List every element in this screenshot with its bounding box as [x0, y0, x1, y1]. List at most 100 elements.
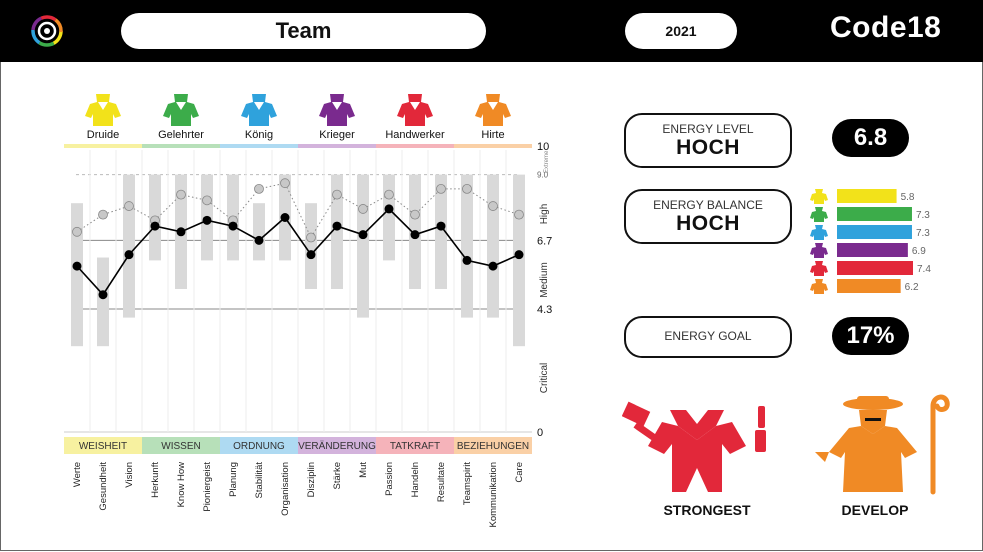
category-label: Vision	[124, 462, 135, 488]
energy-profile-chart: Druide WEISHEIT Gelehrter WISSEN König ORDNUN…	[64, 94, 552, 527]
range-bar	[487, 174, 499, 318]
range-bar	[461, 174, 473, 318]
balance-value-label: 7.4	[917, 264, 931, 275]
category-label: Pioniergeist	[202, 462, 213, 512]
category-label: Stabilität	[254, 462, 265, 499]
balance-druide-icon	[810, 189, 828, 204]
group-label: TATKRAFT	[390, 441, 440, 452]
range-bar	[97, 257, 109, 347]
energy-level-label: ENERGY LEVEL	[662, 122, 754, 136]
archetype-könig-icon	[241, 94, 277, 126]
energy-level-value: HOCH	[676, 136, 740, 159]
team-point	[72, 261, 82, 271]
archetype-hirte-icon	[475, 94, 511, 126]
range-bar	[305, 203, 317, 289]
range-bar	[357, 174, 369, 318]
category-label: Resultate	[436, 462, 447, 502]
energy-balance-label: ENERGY BALANCE	[653, 198, 763, 212]
y-tick-label: 0	[537, 427, 543, 439]
range-bar	[71, 203, 83, 347]
group-band	[142, 437, 220, 454]
range-bar	[253, 203, 265, 261]
team-point	[436, 221, 446, 231]
reference-point	[254, 183, 264, 194]
archetype-label: Krieger	[319, 129, 355, 141]
balance-value-label: 5.8	[901, 192, 915, 203]
team-point	[150, 221, 160, 231]
energy-balance-value: HOCH	[676, 212, 740, 235]
archetype-label: König	[245, 129, 273, 141]
team-point	[228, 221, 238, 231]
archetype-label: Handwerker	[385, 129, 445, 141]
group-label: BEZIEHUNGEN	[457, 441, 529, 452]
team-point	[98, 290, 108, 300]
range-bar	[383, 174, 395, 261]
archetype-druide-icon	[85, 94, 121, 126]
team-point	[410, 230, 420, 240]
archetype-gelehrter-icon	[163, 94, 199, 126]
energy-level-box: ENERGY LEVEL HOCH	[624, 113, 792, 168]
extreme-label: Extreme	[544, 150, 550, 173]
balance-krieger-icon	[810, 243, 828, 258]
group-label: VERÄNDERUNG	[298, 440, 376, 452]
team-point	[306, 250, 316, 260]
balance-bar	[837, 189, 897, 203]
group-band	[64, 437, 142, 454]
category-label: Disziplin	[306, 462, 317, 497]
range-bar	[331, 174, 343, 289]
category-label: Handeln	[410, 462, 421, 497]
balance-bar	[837, 279, 901, 293]
reference-point	[358, 204, 368, 214]
archetype-top-band	[142, 144, 220, 148]
archetype-label: Druide	[87, 129, 119, 141]
group-label: WEISHEIT	[79, 441, 127, 452]
zone-label: High	[539, 204, 550, 225]
balance-handwerker-icon	[810, 261, 828, 276]
category-label: Gesundheit	[98, 462, 109, 511]
reference-point	[384, 189, 394, 200]
archetype-krieger-icon	[319, 94, 355, 126]
energy-level-score: 6.8	[832, 119, 909, 157]
range-bar	[435, 174, 447, 289]
group-band	[298, 437, 376, 454]
archetype-top-band	[64, 144, 142, 148]
balance-value-label: 6.9	[912, 246, 926, 257]
balance-value-label: 7.3	[916, 228, 930, 239]
reference-point	[436, 183, 446, 194]
balance-hirte-icon	[810, 279, 828, 294]
handwerker-figure-icon	[622, 401, 766, 492]
range-bar	[513, 174, 525, 347]
archetype-top-band	[220, 144, 298, 148]
balance-gelehrter-icon	[810, 207, 828, 222]
balance-bar	[837, 207, 912, 221]
reference-point	[280, 178, 290, 189]
reference-point	[410, 209, 420, 220]
reference-point	[462, 183, 472, 194]
archetype-top-band	[454, 144, 532, 148]
team-point	[202, 215, 212, 225]
archetype-top-band	[376, 144, 454, 148]
group-band	[376, 437, 454, 454]
team-point	[176, 227, 186, 237]
team-title: Team	[121, 13, 486, 49]
category-label: Stärke	[332, 462, 343, 489]
category-label: Passion	[384, 462, 395, 496]
team-line	[76, 207, 520, 297]
hirte-figure-icon	[815, 394, 950, 495]
reference-point	[72, 226, 82, 237]
category-label: Organisation	[280, 462, 291, 516]
team-point	[280, 213, 290, 222]
group-label: WISSEN	[161, 441, 200, 452]
energy-goal-label: ENERGY GOAL	[664, 329, 752, 343]
team-point	[462, 255, 472, 265]
archetype-label: Gelehrter	[158, 129, 204, 141]
category-label: Teamspirit	[462, 462, 473, 506]
team-point	[514, 250, 524, 260]
reference-point	[514, 209, 524, 220]
range-bar	[123, 174, 135, 318]
category-label: Know How	[176, 462, 187, 508]
balance-bar	[837, 225, 912, 239]
reference-point	[176, 189, 186, 200]
reference-point	[488, 201, 498, 211]
team-point	[488, 261, 498, 271]
